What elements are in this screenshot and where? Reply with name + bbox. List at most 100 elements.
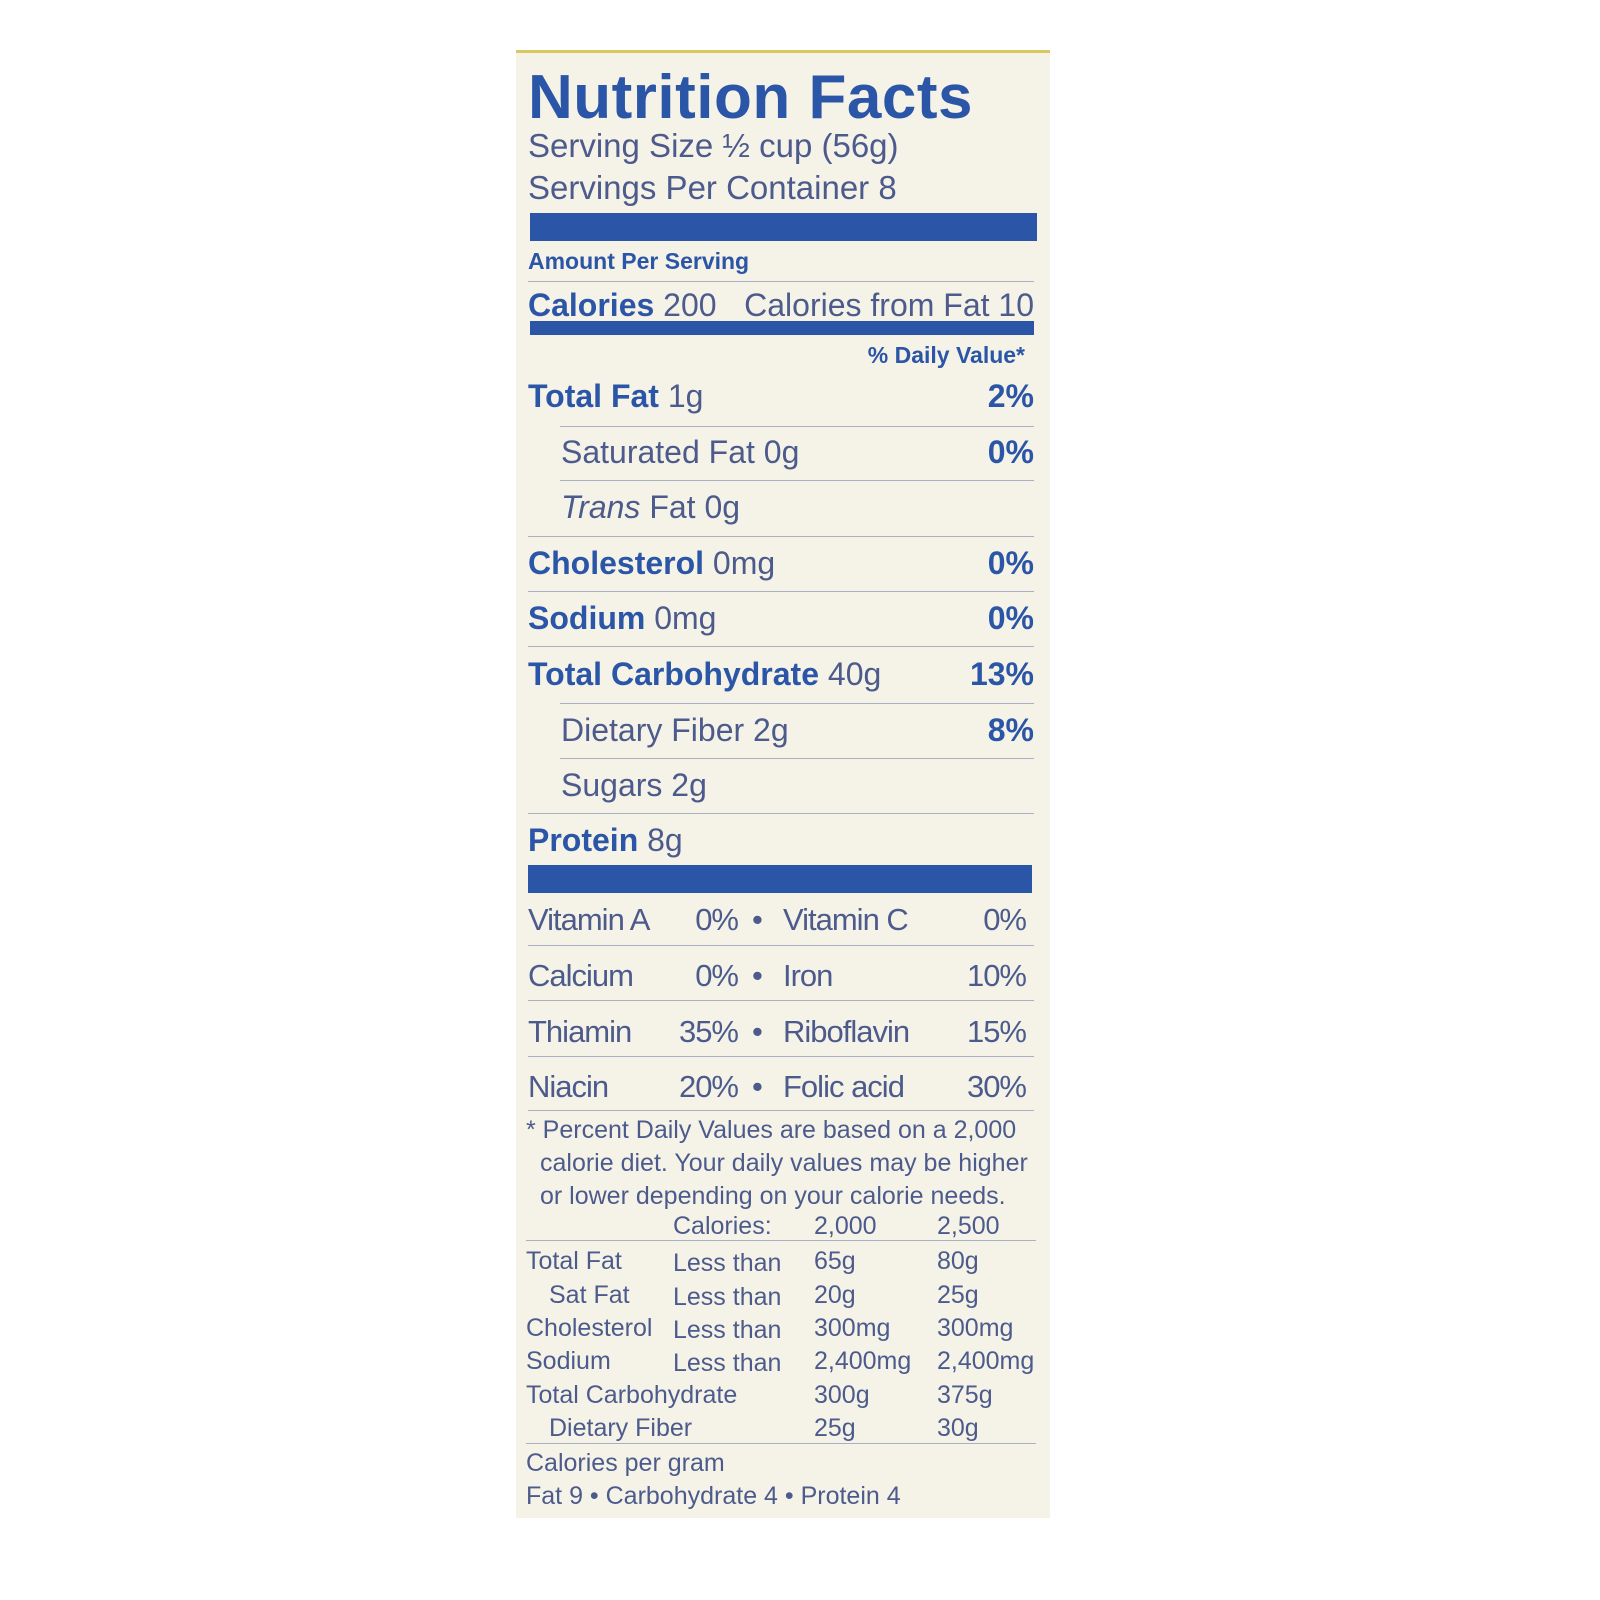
footnote-line: or lower depending on your calorie needs…	[540, 1182, 1006, 1210]
dv-cell: Cholesterol	[526, 1314, 653, 1342]
vitamin-pct: 15%	[966, 1014, 1027, 1049]
vitamin-name: Vitamin C	[783, 902, 909, 937]
nutrient-pct: 0%	[987, 600, 1034, 636]
vitamin-pct: 30%	[966, 1069, 1027, 1104]
nutrient-name: Sugars	[561, 767, 663, 803]
nutrient-row-dietary-fiber: Dietary Fiber 2g 8%	[528, 705, 1034, 755]
dv-cell: 25g	[937, 1281, 979, 1309]
thick-divider	[530, 213, 1037, 241]
vitamin-name: Riboflavin	[783, 1014, 910, 1049]
vitamin-name: Vitamin A	[528, 902, 650, 937]
vitamin-pct: 0%	[695, 958, 739, 993]
dv-cell: Less than	[673, 1316, 782, 1344]
vitamin-pct: 0%	[695, 902, 739, 937]
dv-cell: 25g	[814, 1414, 856, 1442]
vitamin-pct: 20%	[678, 1069, 739, 1104]
dv-cell: 300mg	[814, 1314, 891, 1342]
dv-cell: Less than	[673, 1249, 782, 1277]
vitamin-pct: 35%	[678, 1014, 739, 1049]
label-title: Nutrition Facts	[528, 63, 973, 132]
nutrient-name: Trans	[561, 489, 641, 525]
nutrient-amount: 0mg	[654, 600, 717, 636]
vitamin-name: Thiamin	[528, 1014, 632, 1049]
nutrient-row-sugars: Sugars 2g	[528, 760, 1034, 810]
calories-label: Calories	[528, 287, 655, 323]
dv-table-row: Sodium Less than 2,400mg 2,400mg	[526, 1345, 1046, 1377]
nutrient-pct: 0%	[987, 545, 1034, 581]
amount-per-serving: Amount Per Serving	[528, 248, 750, 274]
divider	[528, 1000, 1034, 1001]
nutrient-name: Saturated Fat	[561, 434, 755, 470]
dv-cell: Sodium	[526, 1347, 611, 1375]
divider	[528, 591, 1034, 592]
calories-per-gram: Calories per gram	[526, 1449, 725, 1477]
nutrient-amount: 40g	[827, 656, 882, 692]
medium-divider	[530, 321, 1034, 335]
nutrient-name: Dietary Fiber	[561, 712, 745, 748]
dv-cell: 375g	[937, 1381, 993, 1409]
nutrient-amount: 8g	[647, 822, 683, 858]
footnote-line: * Percent Daily Values are based on a 2,…	[526, 1116, 1017, 1144]
calories-per-gram-values: Fat 9 • Carbohydrate 4 • Protein 4	[526, 1482, 901, 1510]
vitamin-name: Iron	[783, 958, 833, 993]
dv-cell: 80g	[937, 1247, 979, 1275]
nutrient-amount: 2g	[671, 767, 707, 803]
vitamin-pct: 0%	[983, 902, 1027, 937]
nutrient-name: Cholesterol	[528, 545, 705, 581]
dv-table-row: Total Fat Less than 65g 80g	[526, 1245, 1046, 1277]
calories-value: 200	[663, 287, 717, 323]
vitamin-pct: 10%	[966, 958, 1027, 993]
divider	[560, 426, 1034, 427]
vitamin-name: Niacin	[528, 1069, 609, 1104]
divider	[528, 281, 1034, 282]
divider	[526, 1443, 1036, 1444]
dv-cell: 300g	[814, 1381, 870, 1409]
dv-header-cell: 2,500	[937, 1212, 1000, 1240]
nutrient-pct: 2%	[987, 378, 1034, 414]
dv-cell: 2,400mg	[937, 1347, 1035, 1375]
nutrient-row-protein: Protein 8g	[528, 815, 1034, 865]
nutrient-amount: 0g	[704, 489, 741, 525]
daily-value-header: % Daily Value*	[867, 342, 1025, 368]
dv-table-row: Dietary Fiber 25g 30g	[526, 1412, 1046, 1444]
thick-divider	[528, 865, 1032, 893]
divider	[528, 646, 1034, 647]
nutrient-pct: 8%	[987, 712, 1034, 748]
dv-cell: 20g	[814, 1281, 856, 1309]
footnote-line: calorie diet. Your daily values may be h…	[540, 1149, 1028, 1177]
vitamin-row: Calcium 0% • Iron 10%	[528, 954, 1027, 998]
divider	[560, 703, 1034, 704]
dv-cell: Total Fat	[526, 1247, 622, 1275]
nutrient-name: Total Fat	[528, 378, 659, 414]
calories-from-fat: Calories from Fat 10	[744, 287, 1034, 323]
divider	[528, 536, 1034, 537]
nutrient-row-saturated-fat: Saturated Fat 0g 0%	[528, 427, 1034, 477]
divider	[528, 1056, 1034, 1057]
nutrient-row-total-fat: Total Fat 1g 2%	[528, 371, 1034, 421]
divider	[560, 758, 1034, 759]
servings-per-container: Servings Per Container 8	[528, 169, 897, 206]
divider	[526, 1240, 1036, 1241]
nutrient-name: Protein	[528, 822, 639, 858]
dv-table-header: Calories: 2,000 2,500	[526, 1210, 1046, 1242]
vitamin-row: Thiamin 35% • Riboflavin 15%	[528, 1010, 1027, 1054]
nutrient-row-total-carbohydrate: Total Carbohydrate 40g 13%	[528, 649, 1034, 699]
vitamin-name: Calcium	[528, 958, 634, 993]
dv-header-cell: 2,000	[814, 1212, 877, 1240]
divider	[528, 813, 1034, 814]
bullet: •	[752, 958, 763, 993]
nutrient-row-cholesterol: Cholesterol 0mg 0%	[528, 538, 1034, 588]
serving-size: Serving Size ½ cup (56g)	[528, 127, 899, 164]
dv-cell: Less than	[673, 1349, 782, 1377]
nutrient-amount: 1g	[667, 378, 704, 414]
dv-cell: 65g	[814, 1247, 856, 1275]
nutrient-amount: 0g	[763, 434, 800, 470]
nutrient-row-sodium: Sodium 0mg 0%	[528, 593, 1034, 643]
dv-cell: Dietary Fiber	[549, 1414, 693, 1442]
nutrient-pct: 13%	[969, 656, 1034, 692]
divider	[528, 945, 1034, 946]
dv-cell: 2,400mg	[814, 1347, 912, 1375]
nutrient-name: Sodium	[528, 600, 646, 636]
nutrient-name-rest: Fat	[649, 489, 696, 525]
dv-cell: Total Carbohydrate	[526, 1381, 738, 1409]
